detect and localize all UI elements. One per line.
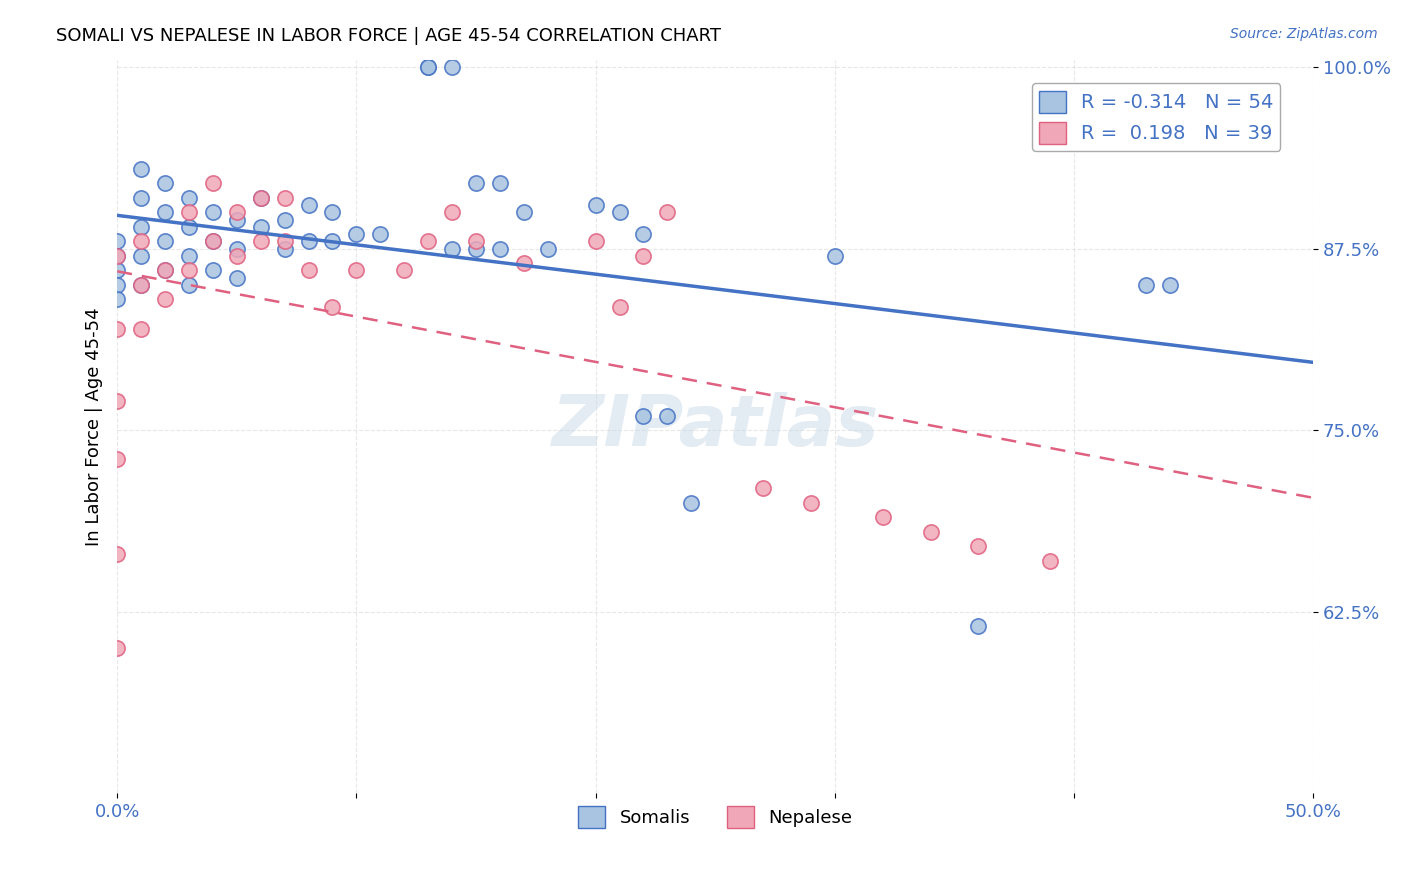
- Point: [225, 212, 247, 227]
- Point: [177, 191, 200, 205]
- Point: [201, 263, 224, 277]
- Point: [370, 227, 392, 241]
- Point: [129, 321, 152, 335]
- Point: [129, 277, 152, 292]
- Point: [920, 524, 942, 539]
- Point: [225, 270, 247, 285]
- Point: [153, 263, 176, 277]
- Point: [344, 263, 367, 277]
- Point: [249, 219, 271, 234]
- Point: [105, 547, 128, 561]
- Point: [657, 409, 679, 423]
- Text: Source: ZipAtlas.com: Source: ZipAtlas.com: [1230, 27, 1378, 41]
- Point: [153, 176, 176, 190]
- Point: [177, 277, 200, 292]
- Point: [249, 235, 271, 249]
- Point: [177, 263, 200, 277]
- Point: [321, 300, 343, 314]
- Point: [297, 235, 319, 249]
- Point: [273, 212, 295, 227]
- Point: [201, 176, 224, 190]
- Point: [441, 242, 464, 256]
- Point: [418, 60, 440, 74]
- Point: [321, 205, 343, 219]
- Point: [441, 205, 464, 219]
- Point: [513, 256, 536, 270]
- Point: [489, 242, 512, 256]
- Point: [1135, 277, 1157, 292]
- Point: [609, 300, 631, 314]
- Point: [489, 176, 512, 190]
- Point: [153, 205, 176, 219]
- Point: [633, 249, 655, 263]
- Point: [967, 540, 990, 554]
- Point: [441, 60, 464, 74]
- Point: [273, 191, 295, 205]
- Point: [633, 227, 655, 241]
- Point: [225, 205, 247, 219]
- Point: [129, 191, 152, 205]
- Point: [465, 242, 488, 256]
- Point: [153, 293, 176, 307]
- Point: [201, 235, 224, 249]
- Point: [513, 205, 536, 219]
- Point: [105, 293, 128, 307]
- Point: [105, 641, 128, 656]
- Point: [297, 263, 319, 277]
- Point: [129, 161, 152, 176]
- Point: [129, 249, 152, 263]
- Point: [105, 321, 128, 335]
- Point: [105, 263, 128, 277]
- Point: [177, 219, 200, 234]
- Point: [105, 249, 128, 263]
- Point: [201, 205, 224, 219]
- Point: [394, 263, 416, 277]
- Point: [1039, 554, 1062, 568]
- Text: ZIPatlas: ZIPatlas: [551, 392, 879, 461]
- Point: [201, 235, 224, 249]
- Point: [681, 496, 703, 510]
- Point: [585, 198, 607, 212]
- Point: [129, 277, 152, 292]
- Point: [1159, 277, 1181, 292]
- Point: [273, 235, 295, 249]
- Point: [465, 176, 488, 190]
- Point: [129, 219, 152, 234]
- Legend: Somalis, Nepalese: Somalis, Nepalese: [571, 799, 859, 836]
- Point: [752, 481, 775, 495]
- Y-axis label: In Labor Force | Age 45-54: In Labor Force | Age 45-54: [86, 307, 103, 546]
- Point: [177, 205, 200, 219]
- Point: [225, 249, 247, 263]
- Point: [609, 205, 631, 219]
- Point: [824, 249, 846, 263]
- Point: [153, 263, 176, 277]
- Point: [105, 452, 128, 467]
- Point: [800, 496, 823, 510]
- Point: [105, 277, 128, 292]
- Point: [321, 235, 343, 249]
- Point: [297, 198, 319, 212]
- Point: [418, 60, 440, 74]
- Point: [153, 235, 176, 249]
- Point: [273, 242, 295, 256]
- Point: [537, 242, 560, 256]
- Point: [657, 205, 679, 219]
- Point: [418, 235, 440, 249]
- Point: [105, 235, 128, 249]
- Point: [177, 249, 200, 263]
- Point: [344, 227, 367, 241]
- Point: [225, 242, 247, 256]
- Point: [872, 510, 894, 524]
- Point: [249, 191, 271, 205]
- Text: SOMALI VS NEPALESE IN LABOR FORCE | AGE 45-54 CORRELATION CHART: SOMALI VS NEPALESE IN LABOR FORCE | AGE …: [56, 27, 721, 45]
- Point: [105, 394, 128, 409]
- Point: [633, 409, 655, 423]
- Point: [585, 235, 607, 249]
- Point: [129, 235, 152, 249]
- Point: [105, 249, 128, 263]
- Point: [465, 235, 488, 249]
- Point: [967, 619, 990, 633]
- Point: [249, 191, 271, 205]
